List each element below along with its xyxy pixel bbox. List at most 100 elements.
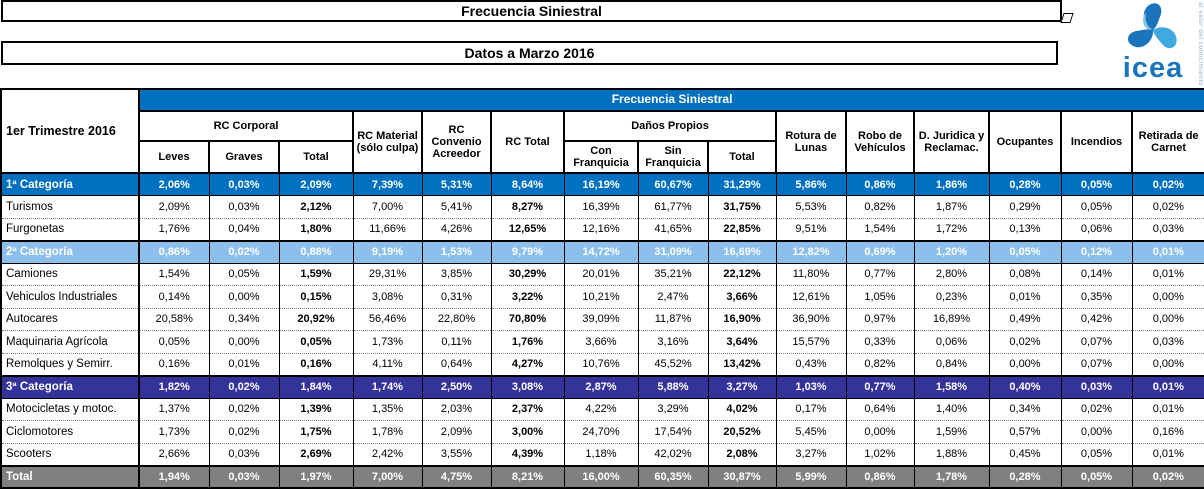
column-group-header: D. Juridica y Reclamac. [913, 110, 990, 174]
data-cell: 20,92% [278, 307, 354, 331]
data-cell: 39,09% [563, 307, 639, 331]
data-cell: 1,35% [352, 397, 423, 421]
table-row: 2ª Categoría 0,86% 0,02% 0,88% 9,19% 1,53% 9,7… [0, 239, 1204, 264]
data-cell: 1,94% [138, 464, 210, 489]
data-cell: 22,85% [707, 217, 777, 241]
report-title: Frecuencia Siniestral [461, 3, 602, 19]
data-cell: 0,08% [988, 262, 1062, 286]
data-cell: 2,03% [421, 397, 492, 421]
data-cell: 0,77% [845, 262, 915, 286]
data-cell: 2,80% [913, 262, 990, 286]
data-cell: 0,12% [1060, 239, 1133, 264]
icea-logo-text: icea [1122, 52, 1184, 84]
data-cell: 3,66% [707, 285, 777, 308]
data-cell: 1,39% [278, 397, 354, 421]
data-cell: 3,08% [352, 285, 423, 308]
column-subheader: Sin Franquicia [637, 140, 709, 174]
table-row: Remolques y Semirr. 0,16% 0,01% 0,16% 4,11% 0… [0, 352, 1204, 376]
data-cell: 16,00% [563, 464, 639, 489]
table-row: Total 1,94% 0,03% 1,97% 7,00% 4,75% 8,21% 16,00… [0, 464, 1204, 489]
table-row: Camiones 1,54% 0,05% 1,59% 29,31% 3,85% 30,29%… [0, 262, 1204, 286]
data-cell: 3,85% [421, 262, 492, 286]
data-cell: 4,39% [490, 442, 565, 466]
data-cell: 0,82% [845, 352, 915, 376]
data-cell: 0,57% [988, 420, 1062, 443]
data-cell: 1,75% [278, 420, 354, 443]
data-cell: 0,35% [1060, 285, 1133, 308]
data-cell: 4,11% [352, 352, 423, 376]
data-cell: 0,43% [775, 352, 847, 376]
data-cell: 17,54% [637, 420, 709, 443]
data-cell: 0,64% [421, 352, 492, 376]
data-cell: 2,12% [278, 195, 354, 218]
data-cell: 1,40% [913, 397, 990, 421]
data-cell: 0,01% [988, 285, 1062, 308]
data-cell: 16,89% [913, 307, 990, 331]
table-band-title: Frecuencia Siniestral [137, 88, 1204, 112]
data-cell: 29,31% [352, 262, 423, 286]
data-cell: 20,52% [707, 420, 777, 443]
data-cell: 30,87% [707, 464, 777, 489]
data-cell: 1,87% [913, 195, 990, 218]
data-cell: 0,03% [208, 195, 280, 218]
table-row: Autocares 20,58% 0,34% 20,92% 56,46% 22,80% 70… [0, 307, 1204, 331]
textbox-resize-handle[interactable] [1060, 13, 1074, 23]
data-cell: 4,02% [707, 397, 777, 421]
column-group-header: Retirada de Carnet [1130, 110, 1204, 174]
data-cell: 9,79% [490, 239, 565, 264]
data-cell: 7,00% [352, 195, 423, 218]
data-cell: 2,09% [278, 172, 354, 196]
table-row: 3ª Categoría 1,82% 0,02% 1,84% 1,74% 2,50% 3,0… [0, 374, 1204, 399]
data-cell: 0,03% [208, 464, 280, 489]
table-row: Vehiculos Industriales 0,14% 0,00% 0,15% 3,0… [0, 285, 1204, 308]
data-cell: 31,75% [707, 195, 777, 218]
table-row: Ciclomotores 1,73% 0,02% 1,75% 1,78% 2,09% 3,0… [0, 420, 1204, 443]
data-cell: 8,27% [490, 195, 565, 218]
data-cell: 0,00% [988, 352, 1062, 376]
data-cell: 0,02% [208, 239, 280, 264]
data-cell: 0,02% [988, 330, 1062, 353]
data-cell: 0,05% [138, 330, 210, 353]
data-cell: 0,13% [988, 217, 1062, 241]
row-label: Vehiculos Industriales [0, 285, 140, 308]
icea-pinwheel-icon [1128, 3, 1177, 49]
data-cell: 1,88% [913, 442, 990, 466]
data-cell: 0,34% [988, 397, 1062, 421]
data-cell: 5,88% [637, 374, 709, 399]
data-cell: 31,09% [637, 239, 709, 264]
data-cell: 0,49% [988, 307, 1062, 331]
row-label: Furgonetas [0, 217, 140, 241]
data-cell: 0,82% [845, 195, 915, 218]
data-cell: 0,00% [208, 330, 280, 353]
data-cell: 56,46% [352, 307, 423, 331]
report-title-box[interactable]: Frecuencia Siniestral [1, 0, 1062, 22]
data-cell: 0,00% [1131, 307, 1204, 331]
data-cell: 0,01% [1131, 239, 1204, 264]
data-cell: 1,80% [278, 217, 354, 241]
data-cell: 0,03% [1131, 330, 1204, 353]
data-cell: 12,16% [563, 217, 639, 241]
data-cell: 4,75% [421, 464, 492, 489]
data-cell: 4,22% [563, 397, 639, 421]
data-cell: 11,66% [352, 217, 423, 241]
data-cell: 2,37% [490, 397, 565, 421]
data-cell: 2,09% [138, 195, 210, 218]
data-cell: 0,84% [913, 352, 990, 376]
data-cell: 12,65% [490, 217, 565, 241]
data-cell: 2,69% [278, 442, 354, 466]
data-cell: 16,19% [563, 172, 639, 196]
data-cell: 0,42% [1060, 307, 1133, 331]
table-row: Furgonetas 1,76% 0,04% 1,80% 11,66% 4,26% 12,6… [0, 217, 1204, 241]
data-cell: 0,05% [278, 330, 354, 353]
data-cell: 0,04% [208, 217, 280, 241]
data-cell: 0,00% [1131, 352, 1204, 376]
report-subtitle-box[interactable]: Datos a Marzo 2016 [1, 41, 1058, 65]
data-cell: 0,23% [913, 285, 990, 308]
column-subheader: Total [707, 140, 777, 174]
data-cell: 16,69% [707, 239, 777, 264]
data-cell: 0,06% [1060, 217, 1133, 241]
data-cell: 1,02% [845, 442, 915, 466]
data-cell: 2,66% [138, 442, 210, 466]
data-cell: 3,00% [490, 420, 565, 443]
data-cell: 5,53% [775, 195, 847, 218]
